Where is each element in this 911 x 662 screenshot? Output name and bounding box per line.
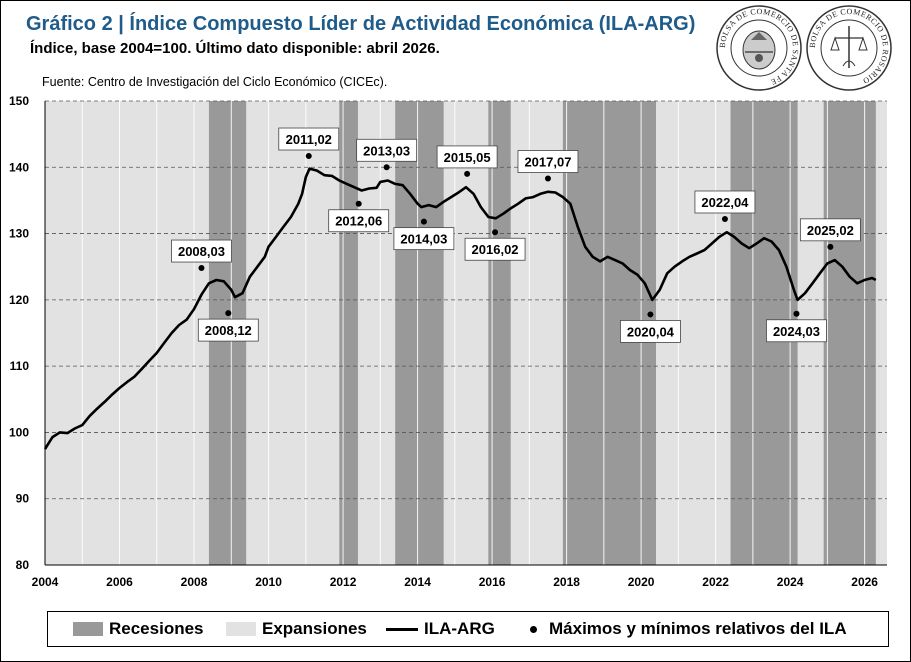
extremum-label: 2012,06: [335, 214, 382, 229]
extremum-point: [383, 164, 390, 171]
extremum-point: [721, 215, 728, 222]
extremum-label-box: [694, 190, 756, 214]
y-tick-label: 140: [9, 160, 29, 174]
y-tick-label: 110: [10, 359, 30, 373]
extremum-label: 2015,05: [444, 150, 491, 165]
extremum-label: 2014,03: [400, 232, 447, 247]
x-tick-label: 2018: [553, 575, 580, 589]
x-tick-label: 2012: [330, 575, 357, 589]
legend-line-label: ILA-ARG: [424, 619, 495, 638]
extremum-label-box: [197, 318, 259, 342]
extremum-label-box: [436, 145, 498, 169]
extremum-label: 2008,12: [205, 323, 252, 338]
x-tick-label: 2006: [106, 575, 133, 589]
plot-axes: [44, 101, 887, 566]
line-swatch: [386, 627, 418, 631]
x-tick-label: 2004: [32, 575, 59, 589]
extremum-label-box: [766, 319, 827, 343]
y-tick-label: 80: [16, 558, 30, 572]
y-tick-label: 90: [16, 492, 30, 506]
extremum-point: [464, 170, 471, 177]
y-axis-tick-labels: 80 90 100 110 120 130 140 150: [9, 94, 29, 572]
x-tick-label: 2010: [255, 575, 282, 589]
chart-subtitle: Índice, base 2004=100. Último dato dispo…: [30, 40, 440, 57]
legend-item-line: ILA-ARG: [386, 619, 495, 639]
extremum-label-box: [799, 218, 861, 242]
extremum-label-box: [356, 138, 418, 162]
extremum-point: [420, 218, 427, 225]
chart-title: Gráfico 2 | Índice Compuesto Líder de Ac…: [26, 13, 696, 35]
extremum-label: 2011,02: [286, 132, 332, 147]
extrema-markers: 2008,03 2008,12 2011,02 2012,06 2013,03 2014,…: [171, 127, 861, 343]
extremum-point: [827, 243, 834, 250]
bolsa-rosario-seal-icon: BOLSA DE COMERCIO DE ROSARIO: [806, 5, 892, 91]
extremum-label-box: [464, 237, 526, 261]
x-tick-label: 2016: [479, 575, 506, 589]
x-tick-label: 2008: [181, 575, 208, 589]
extremum-point: [225, 310, 232, 317]
extremum-label: 2025,02: [807, 223, 854, 238]
extremum-label-box: [278, 127, 340, 151]
extremum-label: 2008,03: [178, 244, 225, 259]
bolsa-santa-fe-seal-icon: BOLSA DE COMERCIO DE SANTA FE: [716, 5, 802, 91]
x-tick-label: 2020: [628, 575, 655, 589]
extremum-label: 2024,03: [773, 324, 820, 339]
x-tick-label: 2022: [702, 575, 729, 589]
legend-item-recessions: Recesiones: [73, 619, 204, 639]
x-tick-label: 2014: [404, 575, 431, 589]
y-tick-label: 150: [9, 94, 29, 108]
extremum-point: [198, 265, 205, 272]
recession-band: [823, 101, 876, 565]
extremum-label-box: [328, 209, 390, 233]
extremum-label-box: [517, 150, 579, 173]
expansion-swatch: [226, 622, 256, 636]
y-tick-label: 120: [9, 293, 29, 307]
x-tick-label: 2026: [851, 575, 878, 589]
extremum-point: [647, 311, 654, 318]
horizontal-gridlines: [45, 100, 887, 500]
extremum-label: 2016,02: [472, 242, 519, 257]
recession-band: [339, 101, 358, 565]
extremum-label: 2017,07: [524, 155, 571, 170]
x-tick-label: 2024: [777, 575, 804, 589]
chart-source: Fuente: Centro de Investigación del Cicl…: [42, 75, 388, 89]
extremum-label-box: [620, 320, 681, 343]
recession-band: [395, 101, 444, 565]
extremum-label-box: [171, 239, 232, 263]
extremum-label: 2022,04: [701, 195, 749, 210]
extremum-point: [355, 200, 362, 207]
ila-arg-series-line: [43, 167, 877, 450]
legend-expansions-label: Expansiones: [262, 619, 367, 638]
legend-points-label: Máximos y mínimos relativos del ILA: [549, 619, 847, 638]
y-tick-label: 130: [9, 227, 29, 241]
legend-item-points: Máximos y mínimos relativos del ILA: [526, 619, 847, 639]
recession-swatch: [73, 622, 103, 636]
extremum-point: [305, 153, 312, 160]
x-axis-tick-labels: 2004 2006 2008 2010 2012 2014 2016 2018 2020 2022…: [32, 575, 879, 589]
extremum-label: 2020,04: [627, 324, 675, 339]
extremum-point: [544, 175, 551, 182]
chart-legend: Recesiones Expansiones ILA-ARG Máximos y…: [47, 611, 889, 647]
legend-recessions-label: Recesiones: [109, 619, 204, 638]
extremum-point: [793, 310, 800, 317]
extremum-point: [492, 229, 499, 236]
legend-item-expansions: Expansiones: [226, 619, 367, 639]
point-swatch: [530, 625, 537, 633]
extremum-label-box: [393, 227, 455, 251]
extremum-label: 2013,03: [363, 143, 410, 158]
y-tick-label: 100: [9, 425, 29, 439]
